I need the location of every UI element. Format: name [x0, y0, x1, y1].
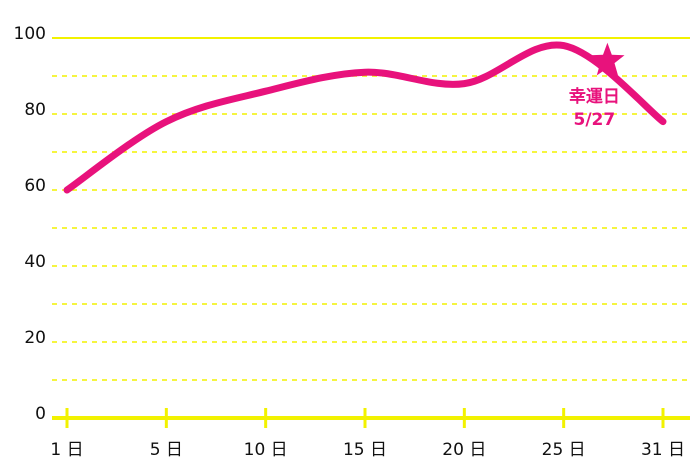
x-tick-label: 5 日	[150, 440, 183, 460]
x-tick-label: 20 日	[442, 440, 486, 460]
annotation-date: 5/27	[574, 110, 616, 130]
x-tick-label: 25 日	[542, 440, 586, 460]
y-tick-label: 80	[24, 100, 46, 120]
y-tick-label: 40	[24, 252, 46, 272]
x-tick-label: 15 日	[343, 440, 387, 460]
x-tick-label: 1 日	[50, 440, 83, 460]
y-tick-label: 100	[14, 24, 46, 44]
y-tick-label: 20	[24, 328, 46, 348]
y-tick-label: 0	[35, 404, 46, 424]
x-tick-label: 31 日	[641, 440, 685, 460]
x-tick-label: 10 日	[244, 440, 288, 460]
annotation-star	[590, 42, 625, 76]
line	[63, 41, 667, 194]
annotation-label: 幸運日	[569, 86, 620, 107]
y-tick-label: 60	[24, 176, 46, 196]
